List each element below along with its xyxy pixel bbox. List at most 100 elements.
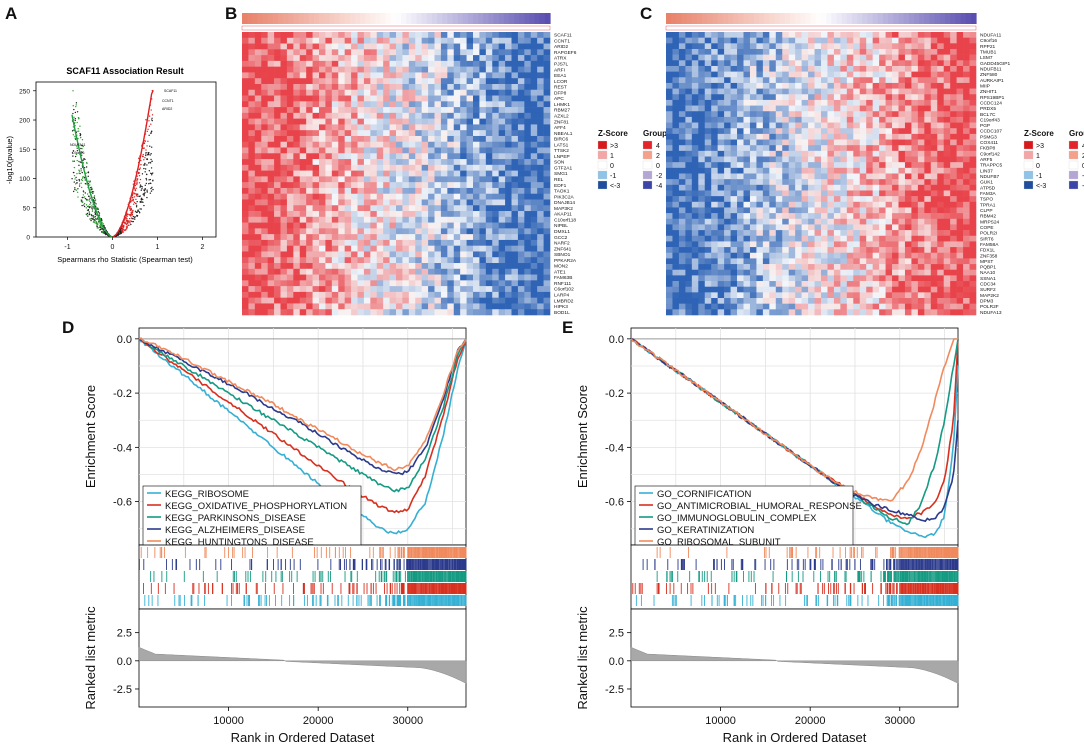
- heatmap-cell: [756, 139, 764, 146]
- heatmap-cell: [466, 216, 474, 223]
- heatmap-cell: [743, 139, 751, 146]
- heatmap-cell: [453, 37, 461, 44]
- volcano-point: [78, 180, 81, 182]
- heatmap-cell: [795, 179, 802, 186]
- heatmap-cell: [827, 190, 835, 197]
- heatmap-cell: [434, 193, 442, 200]
- heatmap-cell: [440, 135, 448, 143]
- heatmap-cell: [280, 245, 288, 252]
- heatmap-cell: [505, 32, 512, 39]
- heatmap-cell: [517, 130, 525, 137]
- heatmap-cell: [911, 32, 919, 38]
- heatmap-cell: [924, 32, 932, 38]
- heatmap-cell: [762, 179, 770, 186]
- heatmap-cell: [242, 107, 249, 114]
- heatmap-cell: [293, 159, 301, 166]
- heatmap-cell: [479, 228, 487, 235]
- volcano-point: [94, 220, 96, 222]
- heatmap-cell: [672, 162, 680, 169]
- heatmap-cell: [319, 205, 326, 212]
- heatmap-cell: [872, 99, 880, 106]
- heatmap-cell: [344, 37, 352, 44]
- heatmap-cell: [370, 141, 378, 148]
- heatmap-cell: [357, 251, 365, 258]
- heatmap-cell: [254, 32, 262, 39]
- heatmap-cell: [859, 88, 867, 95]
- group-bar-segment: [965, 13, 972, 24]
- heatmap-cell: [383, 89, 390, 96]
- heatmap-cell: [325, 291, 333, 298]
- heatmap-cell: [267, 60, 275, 67]
- heatmap-cell: [678, 145, 686, 152]
- heatmap-cell: [904, 167, 912, 174]
- heatmap-cell: [479, 280, 487, 287]
- gene-label: FAM63B: [554, 275, 572, 281]
- heatmap-cell: [672, 139, 680, 146]
- heatmap-cell: [743, 111, 751, 118]
- heatmap-cell: [795, 184, 802, 191]
- heatmap-cell: [840, 150, 848, 157]
- heatmap-cell: [466, 95, 474, 102]
- heatmap-cell: [775, 145, 783, 152]
- heatmap-cell: [460, 286, 467, 293]
- heatmap-cell: [879, 111, 886, 118]
- heatmap-cell: [704, 94, 712, 101]
- heatmap-cell: [846, 173, 854, 180]
- heatmap-cell: [737, 184, 744, 191]
- volcano-point: [74, 111, 77, 114]
- heatmap-cell: [711, 122, 718, 129]
- heatmap-cell: [814, 179, 822, 186]
- heatmap-cell: [267, 193, 275, 200]
- heatmap-cell: [833, 167, 841, 174]
- heatmap-cell: [498, 95, 506, 102]
- heatmap-cell: [357, 72, 365, 79]
- heatmap-cell: [846, 94, 854, 101]
- heatmap-cell: [821, 150, 828, 157]
- volcano-point: [77, 130, 80, 132]
- heatmap-cell: [434, 280, 442, 287]
- heatmap-cell: [408, 164, 416, 171]
- heatmap-cell: [543, 66, 551, 73]
- heatmap-cell: [383, 135, 390, 143]
- heatmap-cell: [879, 65, 886, 72]
- heatmap-cell: [389, 170, 397, 177]
- heatmap-cell: [370, 147, 378, 154]
- heatmap-cell: [492, 95, 499, 102]
- heatmap-cell: [402, 164, 410, 171]
- heatmap-cell: [396, 135, 403, 143]
- heatmap-cell: [473, 95, 480, 102]
- heatmap-cell: [254, 43, 262, 50]
- heatmap-cell: [351, 112, 358, 119]
- heatmap-cell: [517, 107, 525, 114]
- heatmap-cell: [808, 156, 815, 163]
- heatmap-cell: [389, 257, 397, 264]
- heatmap-cell: [267, 176, 275, 183]
- gene-label: CCNT1: [554, 38, 570, 44]
- heatmap-cell: [440, 280, 448, 287]
- heatmap-cell: [530, 245, 538, 252]
- heatmap-cell: [325, 286, 333, 293]
- heatmap-cell: [782, 116, 790, 123]
- heatmap-cell: [808, 71, 815, 78]
- heatmap-cell: [892, 167, 899, 174]
- heatmap-cell: [762, 139, 770, 146]
- heatmap-cell: [402, 239, 410, 246]
- heatmap-cell: [453, 205, 461, 212]
- heatmap-cell: [299, 60, 307, 67]
- heatmap-cell: [460, 107, 467, 114]
- volcano-point: [128, 217, 131, 220]
- heatmap-cell: [911, 77, 919, 84]
- heatmap-cell: [299, 199, 307, 206]
- heatmap-cell: [254, 72, 262, 79]
- heatmap-cell: [331, 55, 339, 62]
- heatmap-cell: [261, 274, 268, 281]
- heatmap-cell: [402, 268, 410, 275]
- heatmap-cell: [833, 156, 841, 163]
- heatmap-cell: [685, 184, 693, 191]
- heatmap-cell: [704, 145, 712, 152]
- heatmap-cell: [892, 65, 899, 72]
- panel-a-xtick-label: 0: [111, 244, 115, 251]
- heatmap-cell: [242, 83, 249, 91]
- heatmap-cell: [248, 164, 256, 171]
- heatmap-cell: [788, 37, 796, 44]
